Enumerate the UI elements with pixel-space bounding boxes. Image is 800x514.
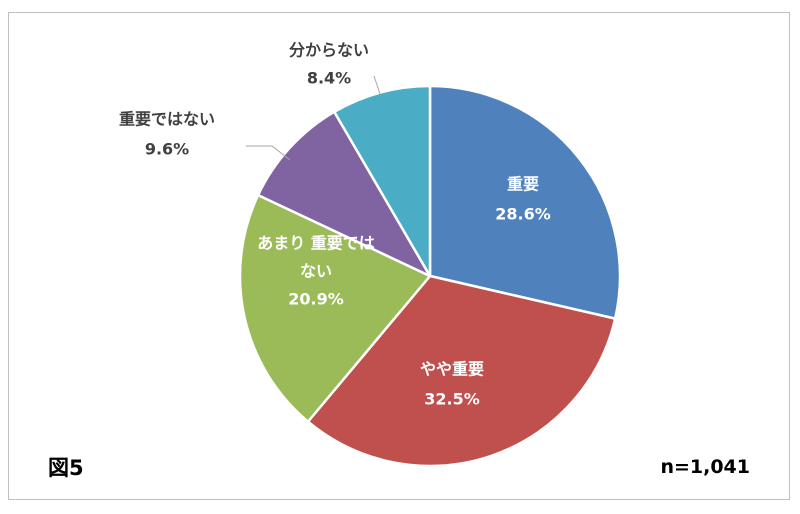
pie-slice-2	[238, 193, 432, 423]
leader-line-3	[246, 145, 291, 161]
pie-slice-0	[428, 84, 622, 320]
sample-size-label: n=1,041	[660, 456, 750, 478]
leader-lines	[246, 75, 381, 161]
slice-category-label-0: 重要	[507, 175, 539, 194]
leader-line-4	[373, 75, 381, 95]
slice-value-label-3: 9.6%	[145, 140, 189, 159]
slice-value-label-1: 32.5%	[424, 390, 480, 409]
slice-category-label-2: あまり 重要では	[257, 234, 375, 253]
slice-value-label-0: 28.6%	[495, 205, 551, 224]
pie-slices	[238, 84, 622, 468]
slice-value-label-4: 8.4%	[307, 69, 351, 88]
slice-category-label-2: ない	[300, 262, 332, 281]
figure-label: 図5	[48, 456, 84, 480]
slice-labels: 重要 28.6% やや重要 32.5% あまり 重要ではない 20.9% 重要ではない 9.6…	[119, 41, 551, 409]
slice-category-label-3: 重要ではない	[119, 110, 215, 129]
slice-category-label-4: 分からない	[289, 41, 369, 60]
slice-value-label-2: 20.9%	[288, 290, 344, 309]
slice-category-label-1: やや重要	[420, 360, 484, 379]
pie-slice-4	[333, 84, 432, 278]
pie-slice-1	[306, 274, 617, 468]
pie-slice-3	[256, 110, 432, 278]
